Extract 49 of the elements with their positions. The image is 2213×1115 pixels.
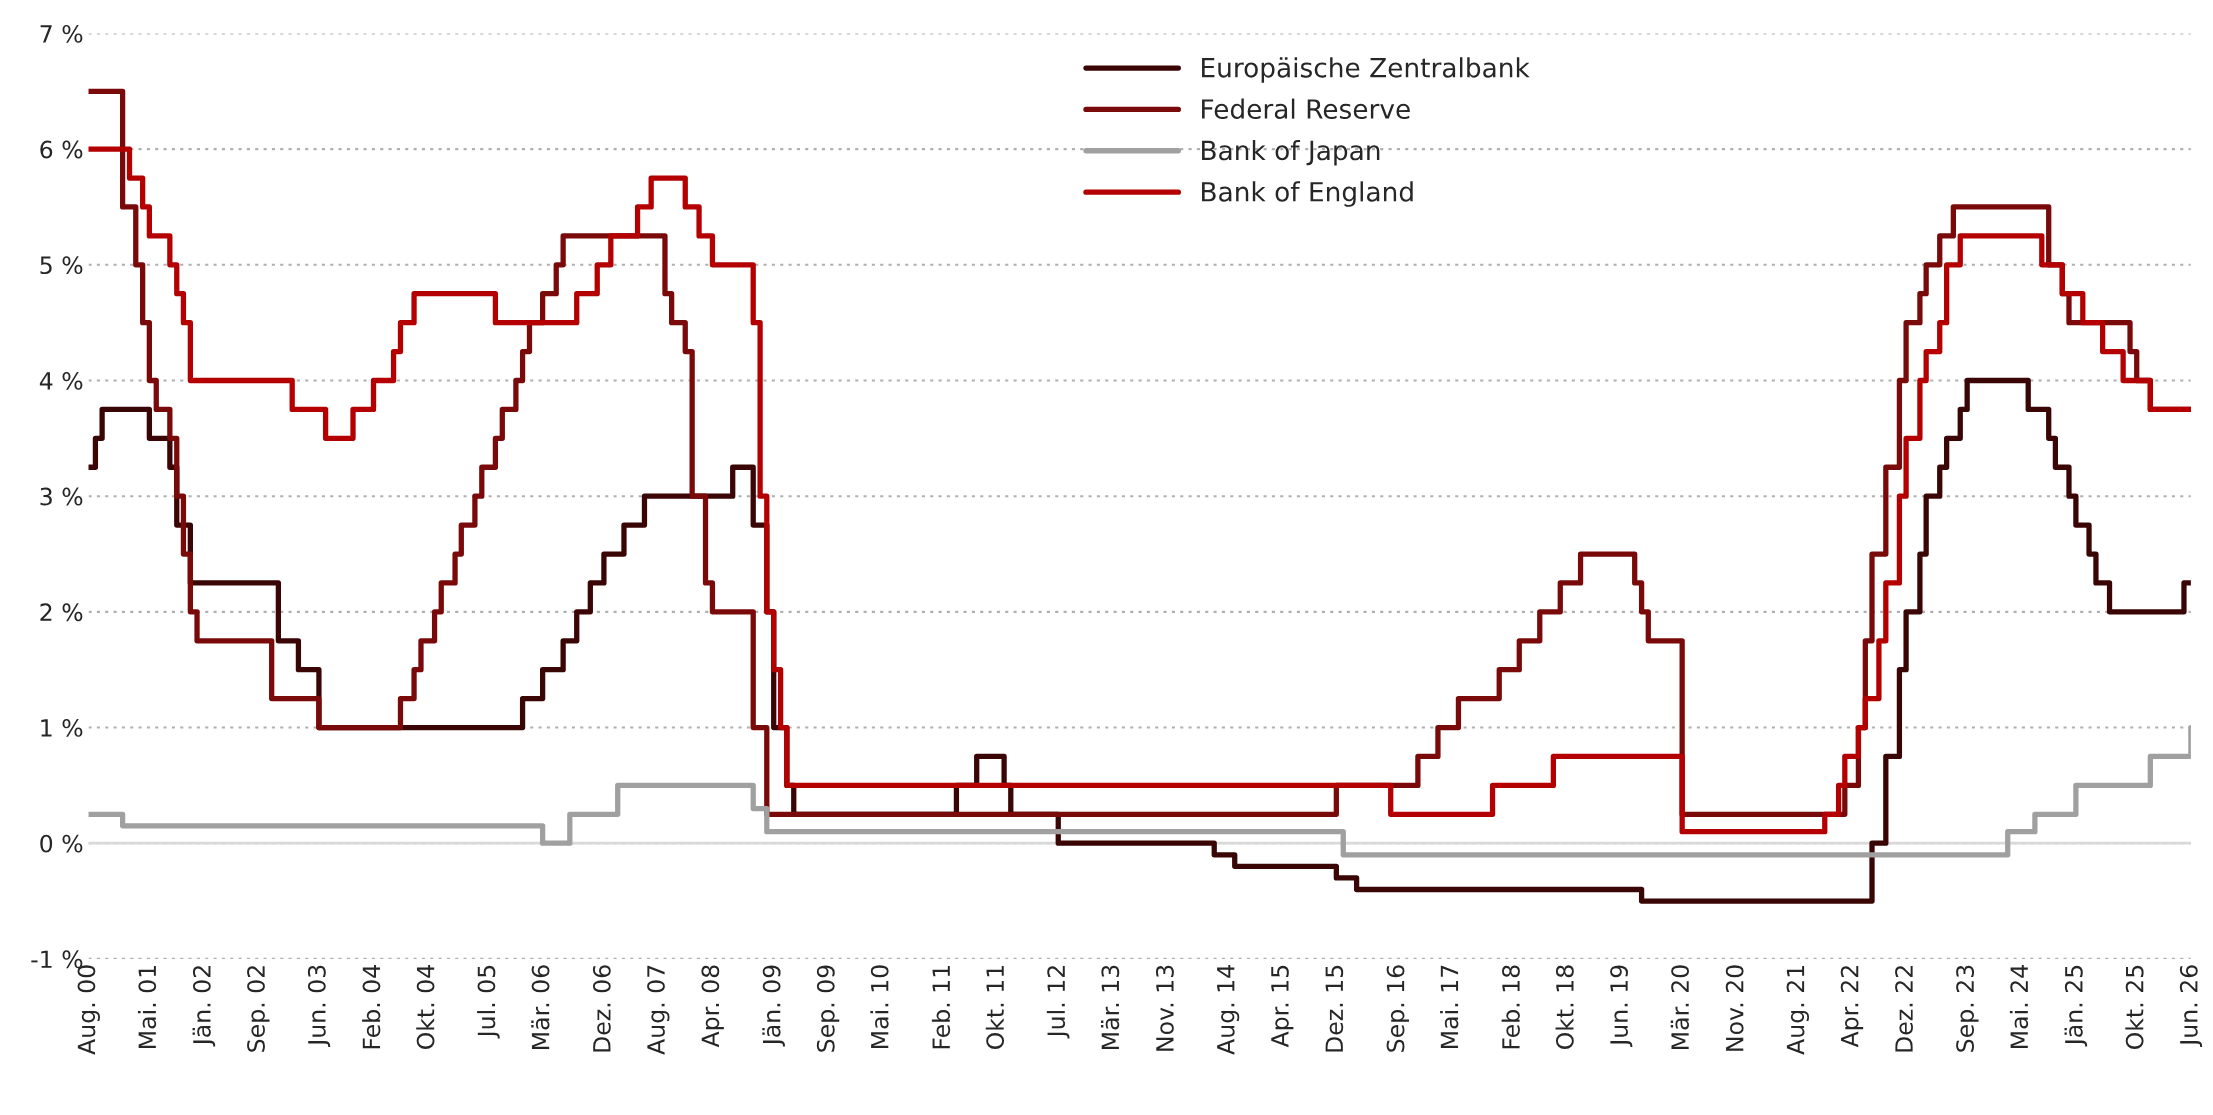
x-tick-label: Mai. 01 xyxy=(137,965,157,1048)
x-tick-label: Okt. 18 xyxy=(1555,965,1574,1049)
x-tick-label: Aug. 14 xyxy=(1217,965,1240,1055)
x-tick-label: Apr. 15 xyxy=(1271,965,1294,1048)
x-tick-label: Mär. 20 xyxy=(1670,965,1690,1049)
x-tick-label: Aug. 07 xyxy=(647,965,670,1055)
y-tick-label: 2 % xyxy=(40,603,83,622)
x-tick-label: Jul. 12 xyxy=(1046,966,1070,1039)
x-tick-label: Jun. 19 xyxy=(1610,965,1633,1047)
y-tick-label: 4 % xyxy=(39,371,83,390)
x-tick-label: Nov. 13 xyxy=(1155,965,1174,1051)
x-tick-label: Sep. 23 xyxy=(1956,965,1979,1052)
x-tick-label: Dez. 22 xyxy=(1895,966,1913,1052)
x-tick-label: Mär. 06 xyxy=(531,965,550,1049)
x-tick-label: Mai. 17 xyxy=(1440,965,1459,1048)
x-tick-label: Nov. 20 xyxy=(1725,965,1744,1051)
x-tick-label: Jun. 26 xyxy=(2179,965,2203,1047)
x-tick-label: Feb. 04 xyxy=(362,965,381,1049)
y-tick-label: 6 % xyxy=(40,140,83,159)
legend-label: Bank of England xyxy=(1202,181,1413,207)
x-tick-label: Okt. 25 xyxy=(2125,965,2144,1049)
legend-label: Bank of Japan xyxy=(1202,139,1380,166)
y-tick-label: 3 % xyxy=(40,487,83,506)
x-tick-label: Sep. 09 xyxy=(816,965,840,1052)
x-tick-label: Aug. 21 xyxy=(1786,965,1810,1055)
x-tick-label: Apr. 08 xyxy=(701,965,724,1048)
x-tick-label: Jän. 25 xyxy=(2064,965,2088,1047)
y-tick-label: 5 % xyxy=(40,256,83,275)
x-tick-label: Dez. 15 xyxy=(1325,965,1344,1052)
x-tick-label: Apr. 22 xyxy=(1840,966,1864,1048)
x-tick-label: Dez. 06 xyxy=(592,965,611,1052)
x-tick-label: Mär. 13 xyxy=(1101,965,1120,1049)
legend-label: Europäische Zentralbank xyxy=(1202,57,1530,83)
x-tick-label: Jän. 09 xyxy=(762,965,785,1047)
x-tick-label: Feb. 11 xyxy=(931,965,951,1049)
legend-label: Federal Reserve xyxy=(1202,98,1410,119)
y-tick-label: 0 % xyxy=(40,834,83,853)
x-tick-label: Okt. 04 xyxy=(416,965,435,1049)
x-tick-label: Sep. 02 xyxy=(247,966,270,1052)
x-tick-label: Jul. 05 xyxy=(477,965,500,1039)
x-tick-label: Mai. 10 xyxy=(870,965,889,1048)
y-tick-label: 1 % xyxy=(41,718,83,737)
x-tick-label: Mai. 24 xyxy=(2009,965,2029,1048)
x-tick-label: Sep. 16 xyxy=(1386,965,1410,1052)
x-tick-label: Jun. 03 xyxy=(307,965,331,1047)
x-tick-label: Okt. 11 xyxy=(985,965,1005,1049)
x-tick-label: Feb. 18 xyxy=(1501,965,1520,1049)
y-tick-label: 7 % xyxy=(40,24,83,43)
x-tick-label: Jän. 02 xyxy=(192,966,216,1047)
